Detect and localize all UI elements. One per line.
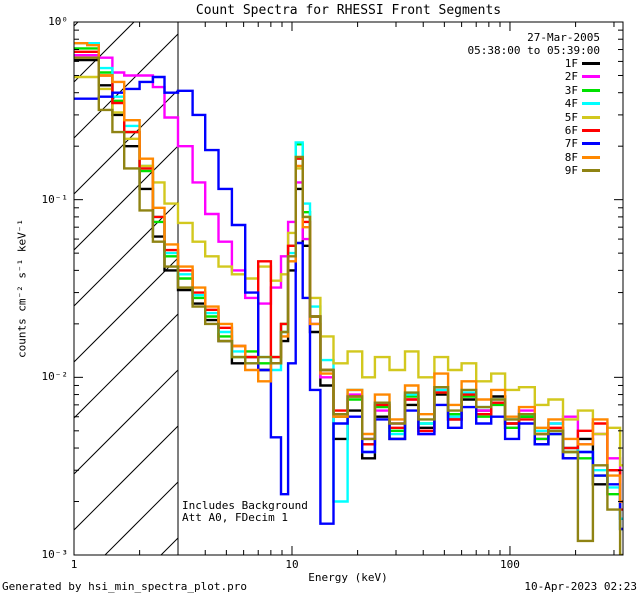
legend-swatch-2F bbox=[582, 75, 600, 79]
legend-label-1F: 1F bbox=[564, 57, 578, 70]
legend-label-5F: 5F bbox=[564, 110, 578, 124]
legend-label-9F: 9F bbox=[564, 164, 578, 178]
legend-swatch-4F bbox=[582, 102, 600, 106]
legend-label-2F: 2F bbox=[564, 70, 578, 84]
series-5F bbox=[74, 75, 623, 467]
x-tick-label: 100 bbox=[500, 558, 520, 571]
legend-label-4F: 4F bbox=[564, 97, 578, 111]
y-tick-label: 10⁻³ bbox=[41, 548, 69, 561]
y-axis-label: counts cm⁻² s⁻¹ keV⁻¹ bbox=[15, 218, 29, 359]
y-tick-label: 10⁻¹ bbox=[41, 192, 69, 206]
page-title: Count Spectra for RHESSI Front Segments bbox=[195, 3, 502, 18]
hatched-attenuated-region bbox=[74, 22, 179, 555]
x-tick-label: 10 bbox=[285, 558, 299, 571]
series-8F bbox=[74, 42, 623, 503]
annotation-attenuator-state: Att A0, FDecim 1 bbox=[182, 511, 288, 524]
legend-swatch-3F bbox=[582, 88, 600, 92]
series-9F bbox=[74, 56, 623, 555]
legend-swatch-7F bbox=[582, 142, 600, 146]
x-tick-label: 1 bbox=[70, 558, 78, 571]
obs-date: 27-Mar-2005 bbox=[527, 31, 600, 44]
legend-label-3F: 3F bbox=[564, 83, 578, 97]
footer-timestamp: 10-Apr-2023 02:23 bbox=[524, 580, 637, 593]
y-tick-label: 10⁰ bbox=[48, 15, 68, 28]
legend-swatch-9F bbox=[582, 169, 600, 173]
legend-swatch-8F bbox=[582, 155, 600, 159]
annotation-includes-background: Includes Background bbox=[182, 499, 308, 512]
legend-swatch-1F bbox=[582, 62, 600, 65]
y-tick-label: 10⁻² bbox=[41, 370, 69, 384]
footer-generator-note: Generated by hsi_min_spectra_plot.pro bbox=[2, 580, 248, 593]
plot-frame bbox=[73, 21, 624, 556]
legend-label-6F: 6F bbox=[564, 124, 578, 137]
legend-label-8F: 8F bbox=[564, 150, 578, 164]
legend-swatch-5F bbox=[582, 115, 600, 119]
obs-time-range: 05:38:00 to 05:39:00 bbox=[467, 44, 600, 57]
legend-label-7F: 7F bbox=[564, 137, 578, 151]
legend-swatch-6F bbox=[582, 129, 600, 132]
x-axis-label: Energy (keV) bbox=[308, 571, 388, 584]
